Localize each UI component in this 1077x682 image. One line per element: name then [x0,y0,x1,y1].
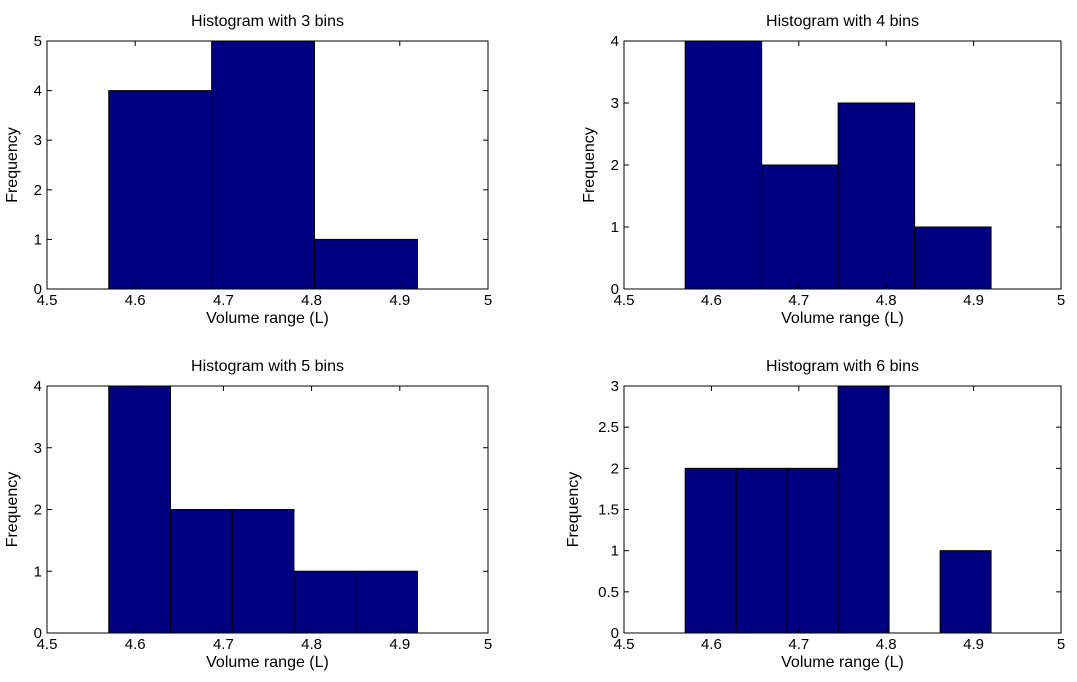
histogram-bar [684,467,737,634]
y-tick-label: 3 [611,95,619,112]
y-tick-label: 3 [34,440,42,457]
y-tick-label: 2 [34,182,42,199]
x-tick-label: 4.9 [963,636,984,653]
y-tick-label: 0 [611,625,619,642]
x-tick-label: 4.6 [125,292,146,309]
histogram-bar [684,40,763,290]
histogram-bar [914,226,992,290]
histogram-bar [735,467,788,634]
y-tick-label: 0.5 [598,584,619,601]
histogram-bar [355,570,418,634]
y-tick-label: 1 [34,231,42,248]
y-tick-label: 1.5 [598,502,619,519]
y-tick-label: 0 [34,281,42,298]
histogram-bar [169,509,233,634]
histogram-bar [314,238,418,290]
x-tick-label: 5 [1057,292,1065,309]
x-tick-label: 4.5 [37,636,58,653]
x-tick-label: 4.5 [37,292,58,309]
histogram-bar [837,385,890,634]
y-tick-label: 4 [34,83,42,100]
x-tick-label: 4.7 [788,292,809,309]
histogram-bar [211,40,316,290]
histogram-bar [293,570,357,634]
x-tick-label: 4.9 [963,292,984,309]
y-tick-label: 1 [34,563,42,580]
histogram-panel-4: 4.5 4.6 4.7 4.8 4.9 5 0 0.5 1 1.5 2 2.5 3 Histogram w… [565,358,1065,671]
y-axis-label: Frequency [581,127,598,203]
y-tick-label: 3 [34,132,42,149]
x-tick-label: 4.6 [701,292,722,309]
histogram-panel-1: 4.5 4.6 4.7 4.8 4.9 5 0 1 2 3 4 5 Histogram with 3 b… [4,13,492,327]
x-tick-label: 5 [484,292,492,309]
y-axis-label: Frequency [4,127,21,203]
y-axis-label: Frequency [565,472,582,548]
histogram-bar [108,385,171,634]
histogram-panel-3: 4.5 4.6 4.7 4.8 4.9 5 0 1 2 3 4 Histogram with 5 bi… [4,358,492,671]
x-tick-label: 4.5 [614,636,635,653]
x-tick-label: 4.9 [389,292,410,309]
axes-frame [46,40,489,290]
histogram-bar [939,550,992,634]
x-tick-label: 5 [484,636,492,653]
x-tick-label: 5 [1057,636,1065,653]
x-tick-label: 4.8 [876,292,897,309]
x-axis-label: Volume range (L) [781,310,904,327]
y-tick-label: 2 [611,157,619,174]
x-tick-label: 4.7 [213,636,234,653]
x-tick-label: 4.5 [614,292,635,309]
x-axis-label: Volume range (L) [781,654,904,671]
y-tick-label: 1 [611,219,619,236]
x-tick-label: 4.8 [876,636,897,653]
x-axis-label: Volume range (L) [206,654,329,671]
y-tick-label: 2.5 [598,419,619,436]
histogram-bar [108,90,213,290]
y-tick-label: 0 [611,281,619,298]
x-tick-label: 4.7 [788,636,809,653]
y-tick-label: 4 [34,378,42,395]
histogram-bar [786,467,839,634]
chart-title: Histogram with 3 bins [191,13,344,30]
y-tick-label: 3 [611,378,619,395]
y-tick-label: 2 [34,502,42,519]
x-tick-label: 4.8 [301,292,322,309]
x-tick-label: 4.8 [301,636,322,653]
y-tick-label: 0 [34,625,42,642]
histogram-bar [837,102,916,290]
y-tick-label: 1 [611,543,619,560]
y-tick-label: 4 [611,33,619,50]
chart-title: Histogram with 4 bins [766,13,919,30]
x-axis-label: Volume range (L) [206,310,329,327]
y-tick-label: 2 [611,460,619,477]
histogram-bar [761,164,839,290]
chart-title: Histogram with 5 bins [191,358,344,375]
x-tick-label: 4.9 [389,636,410,653]
y-axis-label: Frequency [4,472,21,548]
x-tick-label: 4.7 [213,292,234,309]
x-tick-label: 4.6 [701,636,722,653]
histogram-panel-2: 4.5 4.6 4.7 4.8 4.9 5 0 1 2 3 4 Histogram with 4 bi… [581,13,1065,327]
histogram-bar [231,509,295,634]
x-tick-label: 4.6 [125,636,146,653]
chart-title: Histogram with 6 bins [766,358,919,375]
y-tick-label: 5 [34,33,42,50]
